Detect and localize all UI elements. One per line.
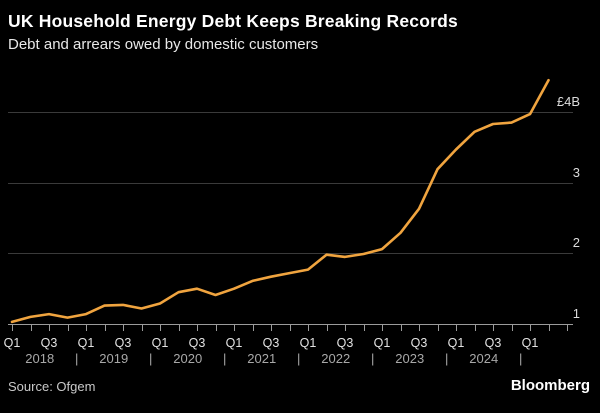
- x-axis-year-separator: |: [149, 351, 153, 366]
- x-axis-quarter-label: Q3: [40, 336, 58, 350]
- x-axis-year-separator: |: [297, 351, 301, 366]
- x-axis-quarter-label: Q1: [3, 336, 21, 350]
- x-axis-quarter-label: Q3: [262, 336, 280, 350]
- y-axis-label: £4B: [556, 93, 580, 109]
- x-axis-quarter-label: Q1: [299, 336, 317, 350]
- y-axis-label: 2: [572, 234, 580, 250]
- x-axis-quarter-label: Q1: [373, 336, 391, 350]
- x-axis-quarter-label: Q3: [114, 336, 132, 350]
- x-axis-year-separator: |: [445, 351, 449, 366]
- x-axis-year-separator: |: [223, 351, 227, 366]
- x-axis-year-label: 2021: [247, 351, 277, 366]
- chart-title: UK Household Energy Debt Keeps Breaking …: [8, 11, 458, 31]
- source-label: Source: Ofgem: [8, 379, 96, 394]
- x-axis-quarter-label: Q3: [484, 336, 502, 350]
- x-axis-year-label: 2020: [173, 351, 203, 366]
- x-axis-year-label: 2024: [469, 351, 499, 366]
- x-axis-year-label: 2023: [395, 351, 425, 366]
- x-axis-quarter-label: Q3: [410, 336, 428, 350]
- x-axis-quarter-label: Q3: [188, 336, 206, 350]
- y-axis-label: 1: [572, 305, 580, 321]
- x-axis-quarter-label: Q1: [77, 336, 95, 350]
- x-axis-quarter-label: Q1: [225, 336, 243, 350]
- x-axis-quarter-label: Q1: [447, 336, 465, 350]
- debt-line-series: [10, 78, 550, 324]
- bloomberg-logo: Bloomberg: [510, 377, 590, 394]
- y-axis-label: 3: [572, 164, 580, 180]
- x-axis-quarter-label: Q1: [151, 336, 169, 350]
- x-axis-year-separator: |: [519, 351, 523, 366]
- x-axis-quarter-label: Q3: [336, 336, 354, 350]
- x-axis-year-label: 2022: [321, 351, 351, 366]
- x-axis-year-label: 2018: [25, 351, 55, 366]
- x-axis-year-separator: |: [371, 351, 375, 366]
- x-axis-year-separator: |: [75, 351, 79, 366]
- chart-subtitle: Debt and arrears owed by domestic custom…: [8, 36, 319, 53]
- x-axis-quarter-label: Q1: [521, 336, 539, 350]
- x-axis-year-label: 2019: [99, 351, 129, 366]
